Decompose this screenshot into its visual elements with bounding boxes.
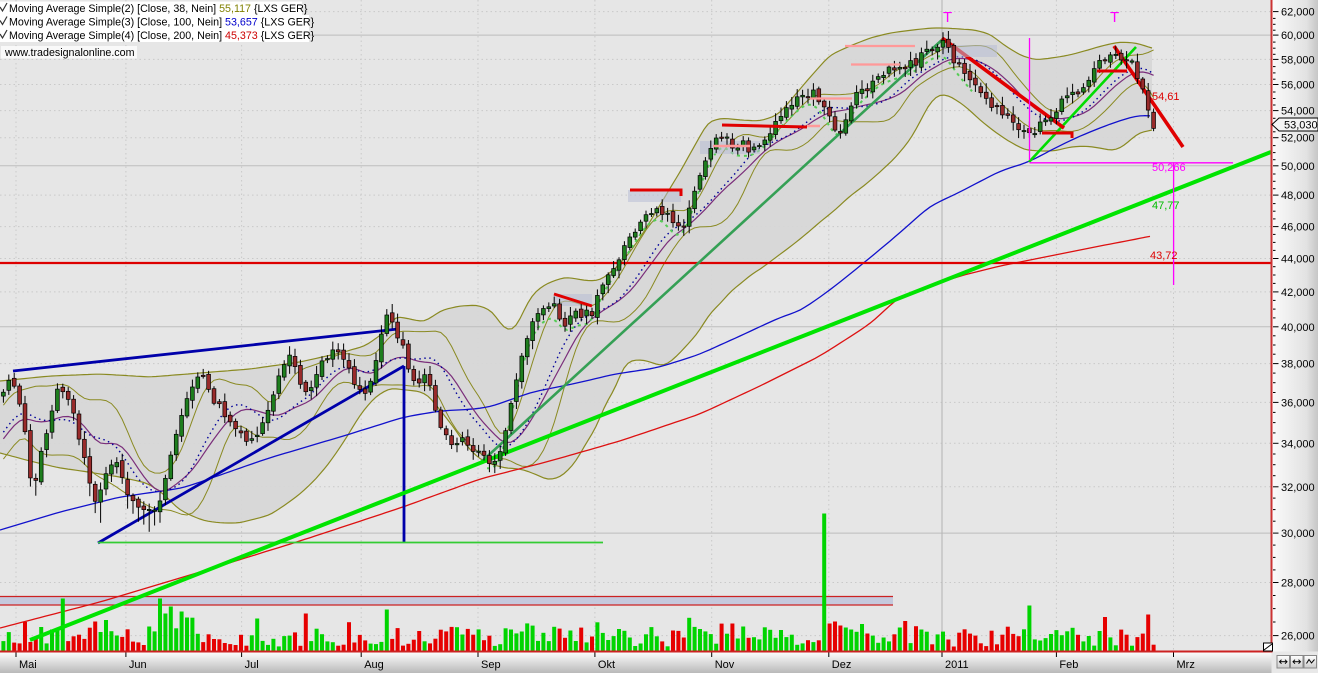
svg-text:58,000: 58,000 xyxy=(1281,54,1315,66)
svg-text:30,000: 30,000 xyxy=(1281,528,1315,540)
svg-text:52,000: 52,000 xyxy=(1281,133,1315,145)
svg-text:62,000: 62,000 xyxy=(1281,7,1315,19)
svg-text:46,000: 46,000 xyxy=(1281,222,1315,234)
svg-text:Nov: Nov xyxy=(715,659,735,671)
svg-text:60,000: 60,000 xyxy=(1281,30,1315,42)
svg-text:48,000: 48,000 xyxy=(1281,190,1315,202)
svg-text:44,000: 44,000 xyxy=(1281,254,1315,266)
svg-text:Mai: Mai xyxy=(19,659,37,671)
svg-text:54,61: 54,61 xyxy=(1152,91,1180,103)
svg-text:36,000: 36,000 xyxy=(1281,397,1315,409)
svg-text:Sep: Sep xyxy=(481,659,501,671)
svg-text:T: T xyxy=(943,9,952,26)
svg-text:Jul: Jul xyxy=(245,659,259,671)
svg-text:Dez: Dez xyxy=(832,659,852,671)
svg-text:T: T xyxy=(1110,9,1119,26)
svg-text:53,030: 53,030 xyxy=(1284,120,1318,132)
svg-text:54,000: 54,000 xyxy=(1281,106,1315,118)
svg-text:50,000: 50,000 xyxy=(1281,161,1315,173)
svg-text:26,000: 26,000 xyxy=(1281,631,1315,643)
svg-text:Mrz: Mrz xyxy=(1177,659,1195,671)
svg-text:2011: 2011 xyxy=(945,659,969,671)
svg-text:32,000: 32,000 xyxy=(1281,482,1315,494)
svg-text:56,000: 56,000 xyxy=(1281,80,1315,92)
svg-text:Moving Average Simple(4) [Clos: Moving Average Simple(4) [Close, 200, Ne… xyxy=(9,30,315,42)
svg-text:47,77: 47,77 xyxy=(1152,200,1180,212)
svg-text:50,266: 50,266 xyxy=(1152,162,1186,174)
svg-text:38,000: 38,000 xyxy=(1281,359,1315,371)
svg-text:43,72: 43,72 xyxy=(1150,250,1178,262)
svg-text:42,000: 42,000 xyxy=(1281,287,1315,299)
svg-text:Feb: Feb xyxy=(1059,659,1078,671)
svg-text:www.tradesignalonline.com: www.tradesignalonline.com xyxy=(4,47,135,59)
svg-text:34,000: 34,000 xyxy=(1281,438,1315,450)
svg-text:Moving Average Simple(2) [Clos: Moving Average Simple(2) [Close, 38, Nei… xyxy=(9,3,308,15)
svg-text:40,000: 40,000 xyxy=(1281,322,1315,334)
svg-text:28,000: 28,000 xyxy=(1281,578,1315,590)
svg-text:Okt: Okt xyxy=(598,659,615,671)
svg-text:Jun: Jun xyxy=(129,659,147,671)
svg-text:Aug: Aug xyxy=(364,659,384,671)
svg-text:Moving Average Simple(3) [Clos: Moving Average Simple(3) [Close, 100, Ne… xyxy=(9,17,315,29)
